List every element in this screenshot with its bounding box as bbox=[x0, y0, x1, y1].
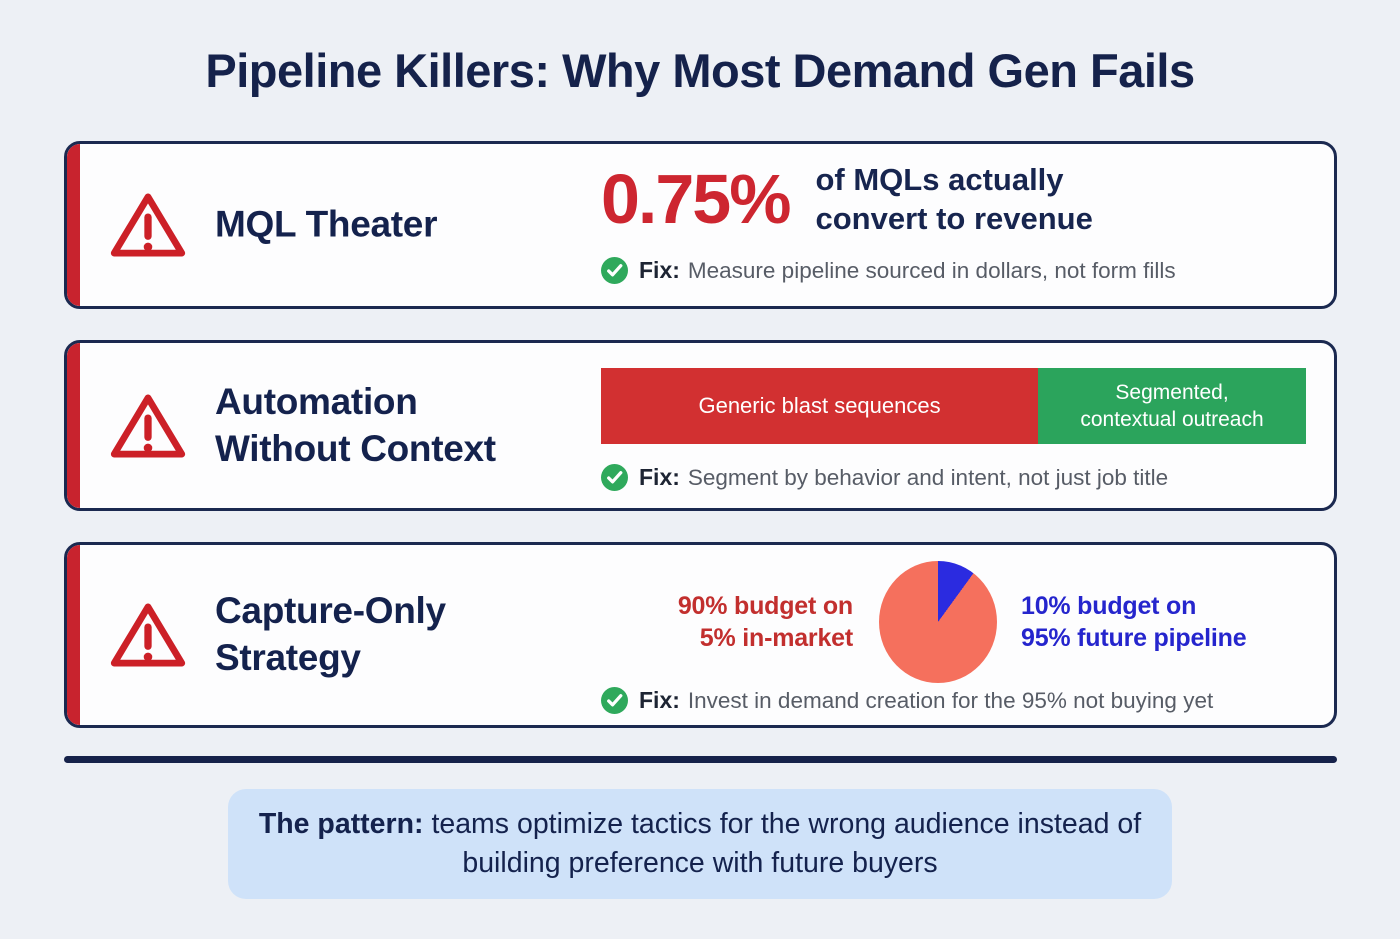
stat-row: 0.75% of MQLs actually convert to revenu… bbox=[601, 160, 1093, 238]
pie-caption-line1: 90% budget on bbox=[677, 591, 853, 620]
stat-caption-line2: convert to revenue bbox=[815, 201, 1093, 237]
check-circle-icon bbox=[601, 687, 628, 715]
fix-text: Measure pipeline sourced in dollars, not… bbox=[687, 257, 1176, 283]
pattern-label: The pattern: bbox=[258, 808, 432, 841]
fix-row: Fix: Segment by behavior and intent, not… bbox=[601, 464, 1169, 492]
pie-chart-row: 90% budget on 5% in-market 10% budget on… bbox=[601, 561, 1247, 684]
pie-caption-line1: 10% budget on bbox=[1021, 591, 1197, 620]
budget-pie-chart bbox=[879, 561, 997, 684]
bar-segment-label: Generic blast sequences bbox=[698, 393, 941, 419]
fix-row: Fix: Measure pipeline sourced in dollars… bbox=[601, 257, 1176, 285]
pattern-text: teams optimize tactics for the wrong aud… bbox=[431, 808, 1142, 880]
fix-label: Fix: bbox=[639, 257, 680, 284]
card-title-line: MQL Theater bbox=[215, 203, 438, 245]
horizontal-divider bbox=[64, 756, 1337, 764]
card-mql-theater: MQL Theater 0.75% of MQLs actually conve… bbox=[64, 141, 1337, 310]
fix-row: Fix: Invest in demand creation for the 9… bbox=[601, 687, 1214, 715]
warning-triangle-icon bbox=[110, 394, 186, 458]
card-title-line1: Capture-Only bbox=[215, 590, 446, 632]
fix-label: Fix: bbox=[639, 464, 680, 491]
pie-caption-line2: 95% future pipeline bbox=[1021, 624, 1247, 653]
fix-text: Segment by behavior and intent, not just… bbox=[687, 464, 1169, 490]
card-title-line2: Without Context bbox=[215, 427, 496, 469]
warning-triangle-icon bbox=[110, 193, 186, 257]
card-content: Generic blast sequences Segmented, conte… bbox=[601, 343, 1310, 508]
card-title: MQL Theater bbox=[215, 202, 437, 249]
warning-triangle-icon bbox=[110, 603, 186, 667]
pie-caption-in-market: 90% budget on 5% in-market bbox=[601, 590, 853, 655]
bar-segment-label: Segmented, contextual outreach bbox=[1080, 380, 1264, 432]
card-content: 0.75% of MQLs actually convert to revenu… bbox=[601, 144, 1310, 306]
card-title: Capture-Only Strategy bbox=[215, 588, 446, 682]
card-automation-without-context: Automation Without Context Generic blast… bbox=[64, 340, 1337, 512]
card-title-line2: Strategy bbox=[215, 637, 361, 679]
comparison-bar: Generic blast sequences Segmented, conte… bbox=[601, 368, 1306, 445]
card-capture-only-strategy: Capture-Only Strategy 90% budget on 5% i… bbox=[64, 542, 1337, 729]
card-title: Automation Without Context bbox=[215, 379, 496, 473]
stat-value: 0.75% bbox=[601, 160, 791, 239]
fix-text: Invest in demand creation for the 95% no… bbox=[687, 687, 1214, 713]
pattern-callout: The pattern: teams optimize tactics for … bbox=[228, 789, 1172, 900]
stat-caption: of MQLs actually convert to revenue bbox=[815, 160, 1092, 238]
stat-caption-line1: of MQLs actually bbox=[815, 162, 1064, 198]
pie-caption-line2: 5% in-market bbox=[699, 624, 853, 653]
fix-label: Fix: bbox=[639, 687, 680, 714]
card-title-line1: Automation bbox=[215, 380, 418, 422]
check-circle-icon bbox=[601, 464, 628, 492]
card-content: 90% budget on 5% in-market 10% budget on… bbox=[601, 545, 1310, 725]
cards-container: MQL Theater 0.75% of MQLs actually conve… bbox=[64, 141, 1337, 729]
page-title: Pipeline Killers: Why Most Demand Gen Fa… bbox=[205, 44, 1195, 97]
check-circle-icon bbox=[601, 257, 628, 285]
bar-segment-segmented-outreach: Segmented, contextual outreach bbox=[1038, 368, 1306, 445]
pie-caption-future-pipeline: 10% budget on 95% future pipeline bbox=[1021, 590, 1247, 655]
bar-segment-generic-blast: Generic blast sequences bbox=[601, 368, 1039, 445]
